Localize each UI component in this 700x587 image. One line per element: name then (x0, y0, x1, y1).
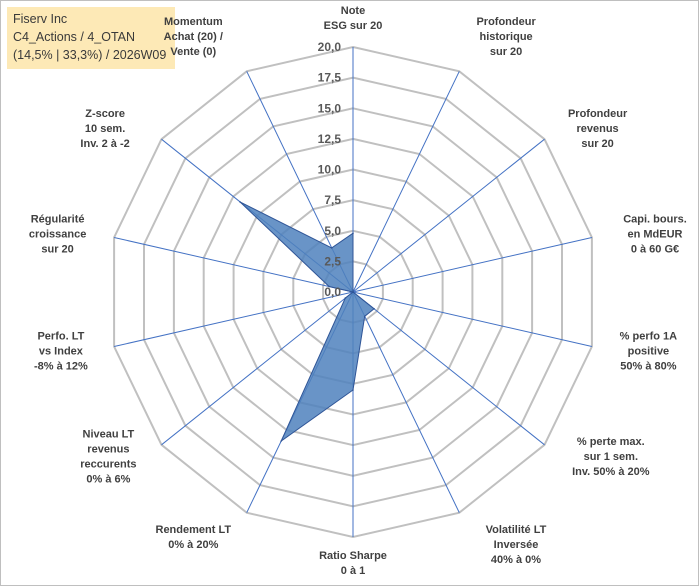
tick-label-2: 5,0 (324, 224, 341, 238)
axis-label-4: % perfo 1A positive 50% à 80% (620, 331, 678, 373)
axis-label-line: Z-score (85, 108, 125, 120)
axis-label-6: Volatilité LT Inversée 40% à 0% (486, 524, 547, 566)
series-area-0 (239, 201, 375, 443)
axis-label-line: reccurents (80, 459, 136, 471)
axis-label-line: Volatilité LT (486, 524, 547, 536)
data-point-9 (344, 297, 347, 299)
axis-spoke-10 (113, 291, 354, 347)
axis-label-line: revenus (576, 123, 618, 135)
tick-label-0: 0,0 (324, 285, 341, 299)
axis-label-line: revenus (87, 444, 129, 456)
axis-label-2: Profondeur revenus sur 20 (568, 108, 628, 150)
axis-label-10: Perfo. LT vs Index -8% à 12% (34, 331, 88, 373)
data-point-10 (352, 291, 354, 293)
perf-info: (14,5% | 33,3%) / 2026W09 (13, 48, 167, 62)
axis-label-line: sur 20 (490, 46, 522, 58)
axis-label-line: 0% à 20% (168, 539, 218, 551)
axis-label-3: Capi. bours. en MdEUR 0 à 60 G€ (623, 214, 687, 256)
axis-label-line: Capi. bours. (623, 214, 687, 226)
axis-label-line: Inversée (494, 539, 539, 551)
axis-label-8: Rendement LT 0% à 20% (156, 524, 232, 551)
axis-label-9: Niveau LT revenus reccurents 0% à 6% (80, 429, 136, 486)
data-point-7 (352, 389, 354, 391)
axis-label-12: Z-score 10 sem. Inv. 2 à -2 (80, 108, 129, 150)
axis-label-13: Momentum Achat (20) / Vente (0) (164, 16, 223, 58)
tick-label-5: 12,5 (318, 132, 342, 146)
data-point-8 (280, 440, 283, 442)
axis-label-line: Rendement LT (156, 524, 232, 536)
radar-series (239, 201, 375, 443)
company-name: Fiserv Inc (13, 12, 68, 26)
axis-label-line: % perte max. (577, 436, 645, 448)
chart-title-box: Fiserv Inc C4_Actions / 4_OTAN (14,5% | … (7, 7, 175, 69)
tick-label-8: 20,0 (318, 40, 342, 54)
axis-label-line: Achat (20) / (164, 31, 223, 43)
data-point-11 (328, 285, 330, 288)
data-point-5 (373, 308, 375, 310)
axis-spoke-4 (352, 291, 593, 347)
axis-labels: Note ESG sur 20 Profondeur historique sur 20… (29, 5, 687, 577)
axis-spoke-11 (113, 237, 354, 293)
axis-label-line: 10 sem. (85, 123, 125, 135)
axis-spoke-5 (352, 291, 545, 446)
axis-label-line: positive (628, 346, 670, 358)
axis-label-line: sur 20 (581, 138, 613, 150)
axis-label-line: Inv. 2 à -2 (80, 138, 129, 150)
axis-label-line: 0 à 60 G€ (631, 244, 679, 256)
axis-label-line: Niveau LT (83, 429, 135, 441)
axis-label-line: Ratio Sharpe (319, 550, 387, 562)
axis-label-line: sur 20 (41, 244, 73, 256)
data-point-6 (363, 315, 366, 318)
axis-label-line: % perfo 1A (620, 331, 678, 343)
portfolio-name: C4_Actions / 4_OTAN (13, 30, 136, 44)
axis-spoke-2 (352, 138, 545, 293)
axis-label-line: Inv. 50% à 20% (572, 466, 650, 478)
tick-label-3: 7,5 (324, 193, 341, 207)
radial-tick-labels: 0,0 2,5 5,0 7,5 10,0 12,5 15,0 17,5 20,0 (318, 40, 342, 299)
tick-label-7: 17,5 (318, 71, 342, 85)
axis-label-line: Momentum (164, 16, 223, 28)
axis-label-line: Profondeur (568, 108, 628, 120)
data-point-12 (239, 201, 241, 203)
axis-label-line: croissance (29, 229, 86, 241)
axis-spoke-3 (352, 237, 593, 293)
axis-spoke-1 (352, 71, 460, 293)
axis-label-11: Régularité croissance sur 20 (29, 214, 86, 256)
axis-label-line: sur 1 sem. (584, 451, 638, 463)
axis-label-line: ESG sur 20 (324, 20, 383, 32)
axis-spoke-9 (161, 291, 354, 446)
axis-label-line: -8% à 12% (34, 361, 88, 373)
axis-label-1: Profondeur historique sur 20 (476, 16, 536, 58)
axis-spoke-6 (352, 291, 460, 513)
axis-label-line: 0% à 6% (86, 474, 130, 486)
axis-label-0: Note ESG sur 20 (324, 5, 383, 32)
tick-label-6: 15,0 (318, 101, 342, 115)
tick-label-1: 2,5 (324, 254, 341, 268)
axis-label-line: Régularité (31, 214, 85, 226)
axis-label-line: 40% à 0% (491, 554, 541, 566)
axis-label-line: 50% à 80% (620, 361, 676, 373)
axis-label-line: historique (480, 31, 533, 43)
axis-label-line: en MdEUR (628, 229, 683, 241)
axis-label-5: % perte max. sur 1 sem. Inv. 50% à 20% (572, 436, 650, 478)
axis-label-line: vs Index (39, 346, 84, 358)
axis-label-line: 0 à 1 (341, 565, 365, 577)
data-point-13 (330, 247, 333, 249)
tick-label-4: 10,0 (318, 163, 342, 177)
axis-label-line: Vente (0) (170, 46, 216, 58)
axis-label-line: Profondeur (476, 16, 536, 28)
data-point-0 (352, 232, 354, 234)
axis-label-line: Note (341, 5, 365, 17)
axis-label-line: Perfo. LT (37, 331, 84, 343)
axis-label-7: Ratio Sharpe 0 à 1 (319, 550, 387, 577)
